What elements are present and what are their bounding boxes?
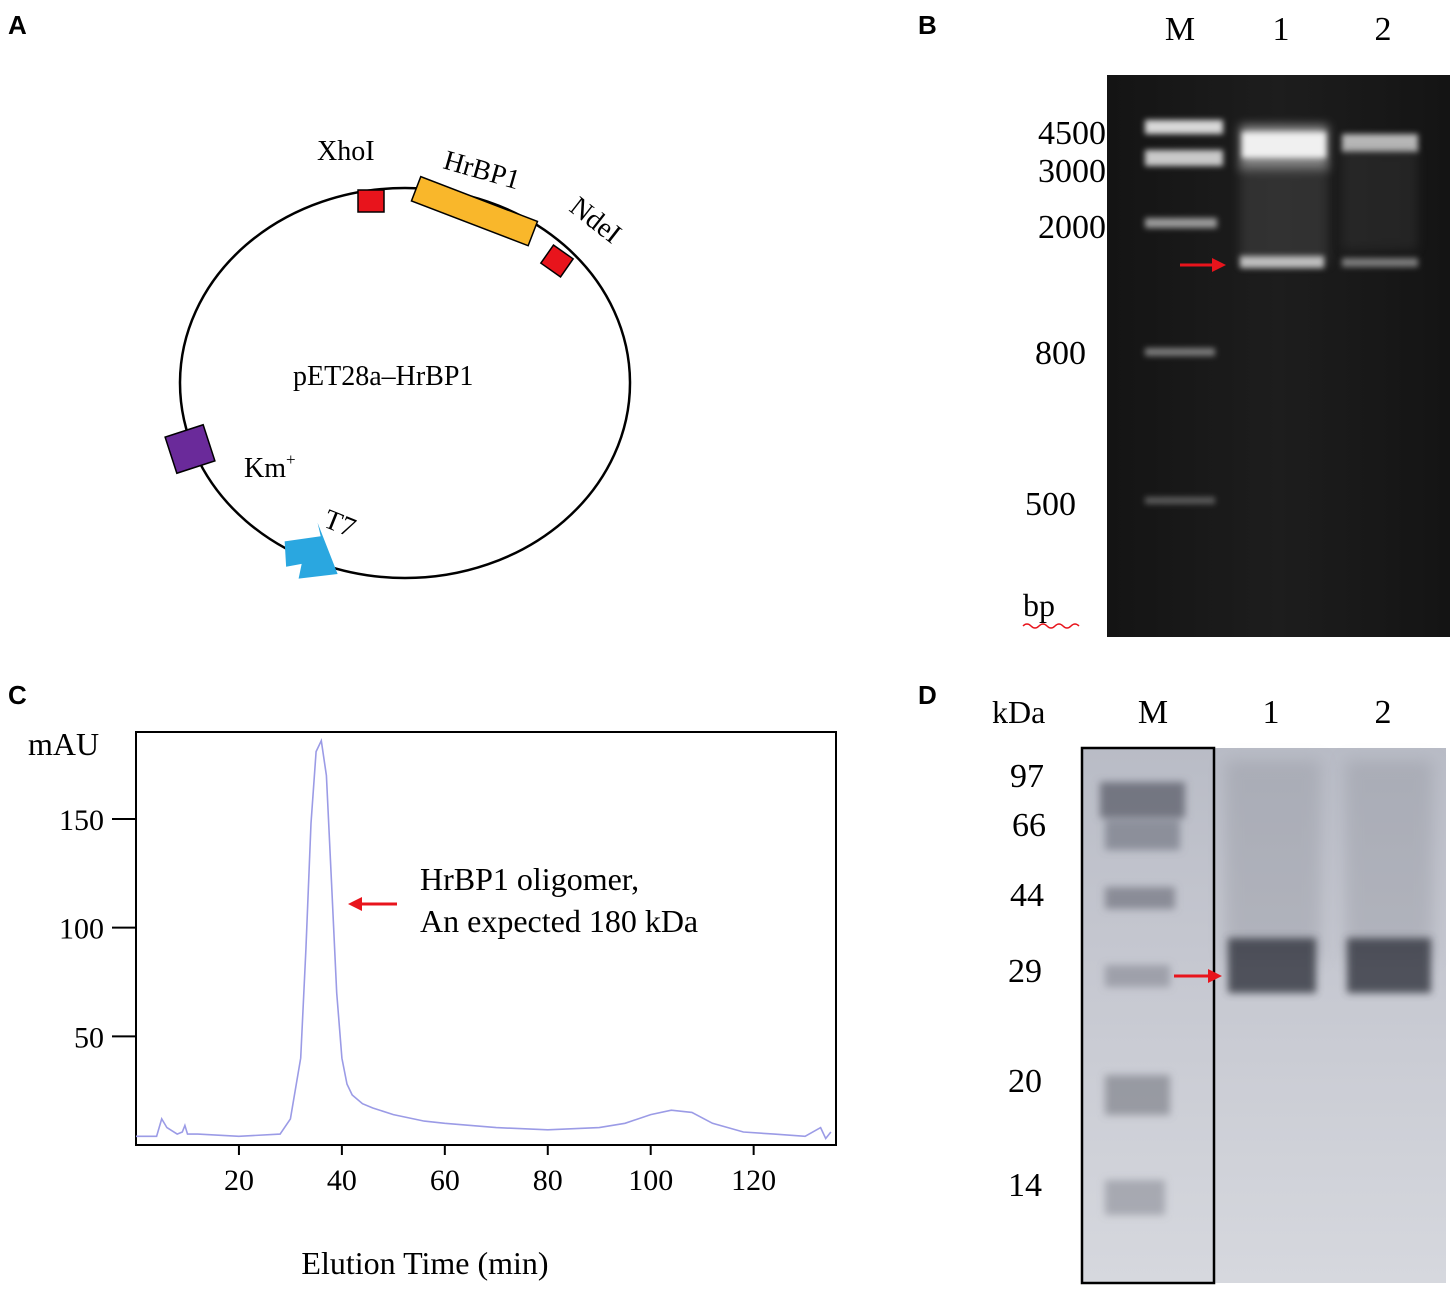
marker-lane-box bbox=[1080, 746, 1216, 1285]
sds-page-gel: kDa M 1 2 97 66 44 29 20 14 bbox=[992, 694, 1446, 1285]
spellcheck-underline bbox=[1022, 623, 1080, 629]
marker-band bbox=[1145, 218, 1217, 228]
lane-1-bands bbox=[1225, 760, 1321, 993]
marker-label-44: 44 bbox=[1010, 877, 1044, 914]
x-tick-label: 120 bbox=[731, 1164, 776, 1197]
protein-band bbox=[1347, 938, 1431, 993]
marker-label-2000: 2000 bbox=[1038, 209, 1106, 246]
unit-label-bp: bp bbox=[1023, 587, 1055, 623]
plasmid-band bbox=[1342, 134, 1418, 152]
marker-band bbox=[1145, 120, 1223, 134]
y-tick-label: 50 bbox=[74, 1021, 104, 1054]
marker-label-97: 97 bbox=[1010, 758, 1044, 795]
km-label: Km+ bbox=[244, 450, 296, 484]
insert-band bbox=[1342, 258, 1418, 267]
plasmid-name-label: pET28a–HrBP1 bbox=[293, 361, 473, 392]
marker-label-14: 14 bbox=[1008, 1167, 1042, 1204]
xhoi-site-box bbox=[357, 189, 385, 213]
marker-band bbox=[1105, 965, 1170, 987]
red-arrow-icon bbox=[1174, 969, 1222, 983]
lane-2-bands bbox=[1345, 760, 1433, 993]
sds-lane-label-2: 2 bbox=[1375, 694, 1392, 731]
gel-lane-label-m: M bbox=[1165, 11, 1195, 48]
plasmid-circle bbox=[178, 186, 632, 580]
x-tick-label: 20 bbox=[224, 1164, 254, 1197]
panel-b-letter: B bbox=[918, 10, 937, 40]
lane-smear bbox=[1225, 760, 1321, 960]
elution-trace bbox=[136, 737, 832, 1141]
ndei-label: NdeI bbox=[564, 191, 627, 250]
marker-bands bbox=[1145, 120, 1223, 504]
marker-label-500: 500 bbox=[1025, 486, 1076, 523]
x-axis-label: Elution Time (min) bbox=[301, 1245, 548, 1281]
marker-band bbox=[1100, 782, 1185, 818]
lane-1-bands bbox=[1240, 125, 1328, 268]
panel-a-letter: A bbox=[8, 10, 27, 40]
lane-smear bbox=[1240, 165, 1328, 265]
insert-band bbox=[1240, 256, 1324, 268]
marker-label-3000: 3000 bbox=[1038, 153, 1106, 190]
x-tick-label: 60 bbox=[430, 1164, 460, 1197]
marker-label-4500: 4500 bbox=[1038, 115, 1106, 152]
lane-smear bbox=[1345, 760, 1433, 960]
marker-band bbox=[1105, 887, 1175, 909]
marker-band bbox=[1105, 820, 1180, 850]
x-tick-label: 80 bbox=[533, 1164, 563, 1197]
x-axis-ticks: 20 40 60 80 100 120 bbox=[224, 1145, 776, 1197]
marker-label-66: 66 bbox=[1012, 807, 1046, 844]
annotation-line-2: An expected 180 kDa bbox=[420, 903, 698, 939]
red-arrow-icon bbox=[1180, 258, 1226, 272]
marker-band bbox=[1105, 1075, 1170, 1115]
marker-label-800: 800 bbox=[1035, 335, 1086, 372]
hrbp1-gene-box bbox=[410, 175, 539, 247]
panel-d-letter: D bbox=[918, 680, 937, 710]
plot-frame bbox=[135, 731, 837, 1146]
lane-2-bands bbox=[1342, 134, 1418, 267]
marker-band bbox=[1145, 150, 1223, 166]
y-tick-label: 100 bbox=[59, 913, 104, 946]
marker-label-20: 20 bbox=[1008, 1063, 1042, 1100]
gel-lane-label-2: 2 bbox=[1375, 11, 1392, 48]
marker-band bbox=[1105, 1180, 1165, 1215]
gel-lane-label-1: 1 bbox=[1273, 11, 1290, 48]
marker-band bbox=[1145, 497, 1215, 504]
plasmid-map: XhoI HrBP1 NdeI pET28a–HrBP1 Km+ T7 bbox=[164, 136, 632, 580]
panel-c-letter: C bbox=[8, 680, 27, 710]
plasmid-band bbox=[1242, 132, 1326, 158]
protein-band bbox=[1228, 938, 1316, 993]
y-tick-label: 150 bbox=[59, 804, 104, 837]
lane-smear bbox=[1342, 150, 1418, 250]
x-tick-label: 40 bbox=[327, 1164, 357, 1197]
km-label-main: Km bbox=[244, 453, 286, 484]
xhoi-label: XhoI bbox=[317, 136, 375, 167]
x-tick-label: 100 bbox=[628, 1164, 673, 1197]
t7-label: T7 bbox=[319, 504, 359, 544]
annotation-line-1: HrBP1 oligomer, bbox=[420, 861, 639, 897]
marker-label-29: 29 bbox=[1008, 953, 1042, 990]
dna-gel: M 1 2 4500 3000 2000 800 500 bp bbox=[1022, 11, 1450, 637]
ndei-site-box bbox=[539, 244, 575, 278]
unit-label-kda: kDa bbox=[992, 694, 1045, 730]
t7-promoter-arrow bbox=[284, 522, 338, 579]
y-axis-label: mAU bbox=[28, 726, 99, 762]
chromatogram-chart: mAU Elution Time (min) 20 40 60 80 100 120 50… bbox=[28, 726, 837, 1281]
km-resistance-box bbox=[164, 423, 216, 475]
km-label-sup: + bbox=[286, 450, 296, 469]
sds-lane-label-1: 1 bbox=[1263, 694, 1280, 731]
marker-band bbox=[1145, 348, 1215, 356]
y-axis-ticks: 50 100 150 bbox=[59, 804, 136, 1054]
marker-bands bbox=[1100, 782, 1185, 1215]
annotation-arrow-icon bbox=[348, 897, 397, 911]
sds-lane-label-m: M bbox=[1138, 694, 1168, 731]
